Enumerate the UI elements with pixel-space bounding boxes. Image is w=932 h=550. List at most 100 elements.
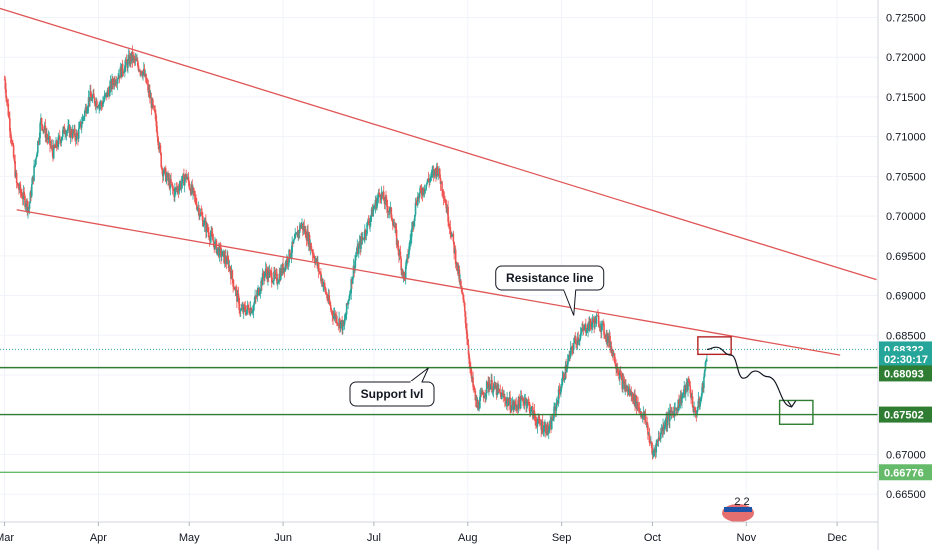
candle-body [612, 349, 614, 356]
candle-body [106, 90, 109, 98]
candle-body [678, 403, 681, 408]
candle-body [10, 136, 13, 143]
candle-body [116, 79, 119, 84]
candle-body [260, 280, 262, 291]
candle-body [569, 347, 572, 357]
candle-body [329, 305, 332, 310]
candle-body [273, 271, 275, 281]
candle-body [458, 269, 461, 283]
green-box[interactable] [778, 399, 814, 425]
candle-body [330, 309, 333, 312]
candle-body [491, 391, 494, 393]
candle-body [334, 312, 337, 320]
candle-body [264, 271, 266, 278]
candle-body [528, 402, 530, 405]
candle-body [24, 196, 26, 207]
candle-body [102, 102, 104, 107]
candle-body [254, 296, 256, 302]
candle-body [289, 249, 291, 258]
candle-body [233, 286, 235, 288]
candle-body [235, 288, 237, 290]
candle-body [588, 318, 591, 330]
candle-body [181, 175, 184, 183]
candle-body [573, 337, 576, 343]
candle-body [482, 391, 484, 395]
candle-body [478, 408, 480, 410]
candle-body [87, 107, 89, 111]
candle-body [580, 331, 583, 334]
candle-body [12, 145, 15, 158]
upper-trend-line[interactable] [0, 7, 877, 281]
candle-body [470, 370, 473, 379]
candle-body [291, 241, 293, 253]
candle-body [566, 368, 568, 373]
candle-body [93, 93, 95, 98]
candle-body [473, 388, 476, 391]
price-axis[interactable]: 0.72500 0.72000 0.71500 0.71000 0.70500 0.700… [877, 0, 932, 550]
candle-body [20, 191, 22, 194]
candle-body [55, 140, 58, 147]
candle-body [284, 263, 287, 271]
candle-body [360, 237, 362, 249]
candle-body [578, 339, 580, 342]
candle-body [572, 342, 575, 350]
projection-path[interactable] [706, 346, 792, 408]
candle-body [535, 418, 537, 424]
candle-body [555, 402, 558, 411]
candle-body [407, 251, 410, 258]
callout-box[interactable] [495, 265, 605, 291]
candle-body [457, 262, 459, 274]
candle-body [530, 407, 533, 412]
candle-body [117, 78, 119, 80]
red-box[interactable] [697, 336, 732, 356]
candle-body [646, 422, 648, 425]
candle-body [395, 229, 398, 245]
price-tag[interactable] [879, 464, 932, 481]
candle-body [203, 221, 206, 226]
callout-box[interactable] [349, 381, 435, 407]
candle-body [484, 396, 486, 397]
candle-body [563, 379, 566, 381]
candle-body [498, 388, 501, 392]
candle-body [145, 73, 147, 83]
candle-body [258, 293, 261, 295]
candle-body [597, 315, 600, 327]
candle-body [355, 253, 358, 256]
drawing-overlays[interactable]: Resistance line Support lvl 2 2 [0, 7, 878, 522]
candle-body [160, 153, 163, 168]
candle-body [180, 182, 183, 188]
callout-pointer [409, 367, 429, 383]
candle-body [369, 220, 371, 225]
price-tag[interactable] [879, 365, 932, 382]
time-axis[interactable]: Mar Apr May Jun Jul Aug Sep Oct Nov Dec [0, 521, 878, 544]
price-tag[interactable] [879, 351, 932, 368]
candle-body [652, 451, 655, 456]
candle-body [202, 225, 205, 227]
candle-body [431, 171, 433, 173]
candle-body [681, 396, 683, 404]
candle-body [319, 271, 321, 273]
candle-body [218, 245, 221, 257]
candle-body [647, 424, 649, 435]
candle-body [533, 410, 536, 417]
candle-body [444, 198, 446, 204]
price-tag[interactable] [879, 406, 932, 423]
candle-body [367, 220, 370, 224]
candle-body [561, 377, 564, 386]
candle-body [627, 390, 630, 392]
candle-body [111, 78, 113, 89]
candle-body [447, 206, 449, 222]
candle-body [226, 256, 228, 264]
candle-body [376, 200, 378, 209]
candle-body [99, 104, 101, 106]
candle-body [399, 251, 402, 259]
time-tick-label: Sep [552, 532, 572, 544]
resistance-trend-line[interactable] [16, 209, 841, 356]
candle-body [6, 97, 8, 101]
candle-body [626, 385, 629, 392]
candle-body [290, 252, 293, 257]
candle-body [80, 123, 83, 128]
candle-body [405, 259, 408, 267]
candle-body [28, 203, 31, 209]
